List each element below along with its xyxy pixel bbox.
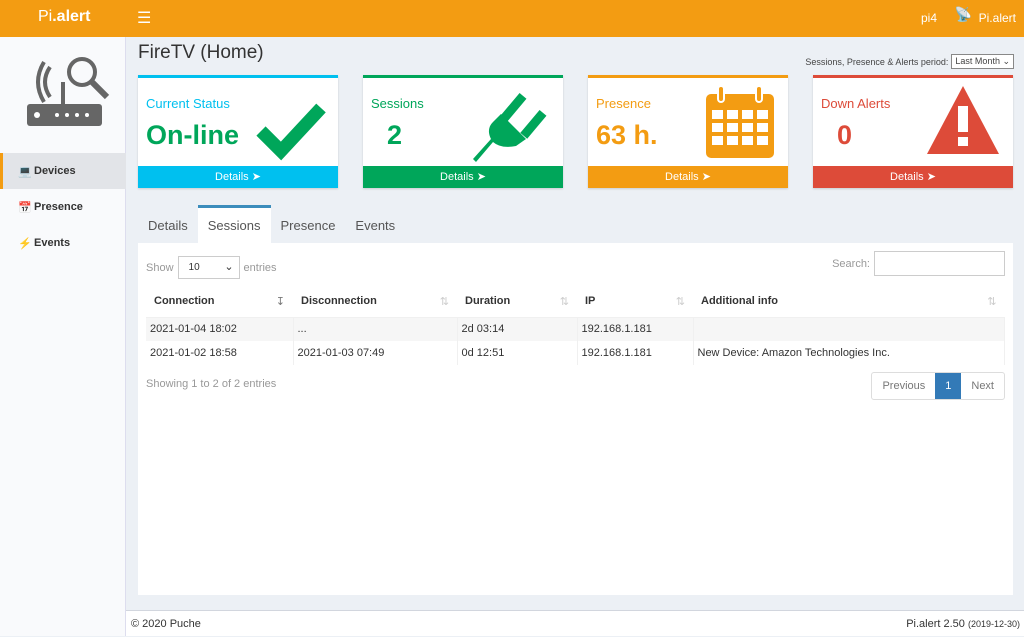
card-down-alerts: Down Alerts 0 Details ➤ [813,75,1013,188]
sessions-details-link[interactable]: Details ➤ [363,166,563,188]
hamburger-icon[interactable]: ☰ [137,10,152,27]
table-row: 2021-01-04 18:02... 2d 03:14 192.168.1.181 [146,317,1005,341]
next-button[interactable]: Next [971,380,994,392]
top-header: Pi.alert ☰ pi4 📡 Pi.alert [0,0,1024,37]
calendar-icon: 📅 [18,201,32,214]
plug-icon [473,92,547,162]
alerts-details-link[interactable]: Details ➤ [813,166,1013,188]
sidebar-item-devices[interactable]: 💻 Devices [0,153,126,189]
calendar-icon [706,85,774,158]
period-select[interactable]: Last Month ⌄ [951,54,1014,69]
laptop-icon: 💻 [18,165,32,178]
presence-details-link[interactable]: Details ➤ [588,166,788,188]
sidebar: 💻 Devices 📅 Presence ⚡ Events [0,37,126,636]
warning-icon [927,86,999,154]
table-row: 2021-01-02 18:58 2021-01-03 07:49 0d 12:51… [146,341,1005,365]
host-name: pi4 [920,11,937,25]
sessions-panel: Show 10 ⌄ entries Search: Connection ↧ Disco… [138,243,1013,595]
tab-sessions[interactable]: Sessions [197,205,271,243]
bolt-icon: ⚡ [18,237,32,250]
page-title: FireTV (Home) [138,42,264,63]
page-1-button[interactable]: 1 [935,373,962,399]
footer: © 2020 Puche Pi.alert 2.50 (2019-12-30) [126,610,1024,636]
col-duration[interactable]: Duration ⇅ [457,285,577,318]
col-ip[interactable]: IP ⇅ [577,285,693,318]
col-additional-info[interactable]: Additional info ⇅ [693,285,1005,318]
tab-events[interactable]: Events [355,218,396,233]
period-selector-group: Sessions, Presence & Alerts period: Last … [805,54,1014,69]
col-disconnection[interactable]: Disconnection ⇅ [293,285,457,318]
tab-presence[interactable]: Presence [280,218,336,233]
router-logo-icon [27,57,110,126]
status-details-link[interactable]: Details ➤ [138,166,338,188]
card-presence: Presence 63 h. Details ➤ [588,75,788,188]
sessions-table: Connection ↧ Disconnection ⇅ Duration ⇅ IP ⇅… [146,285,1005,365]
pagination: Previous 1 Next [871,372,1005,400]
col-connection[interactable]: Connection ↧ [146,285,293,318]
sidebar-item-presence[interactable]: 📅 Presence [18,201,83,214]
card-sessions: Sessions 2 Details ➤ [363,75,563,188]
entries-select[interactable]: 10 ⌄ [177,256,240,279]
check-icon [256,103,326,161]
user-menu[interactable]: Pi.alert [978,11,1016,25]
device-tabs: Details Sessions Presence Events [138,205,405,243]
app-logo[interactable]: Pi.alert [38,8,91,25]
search-input[interactable] [874,251,1005,276]
tab-details[interactable]: Details [148,218,188,233]
router-icon: 📡 [954,6,972,22]
previous-button[interactable]: Previous [882,380,926,392]
table-info: Showing 1 to 2 of 2 entries [146,378,277,390]
sidebar-item-events[interactable]: ⚡ Events [18,237,71,250]
card-current-status: Current Status On-line Details ➤ [138,75,338,188]
